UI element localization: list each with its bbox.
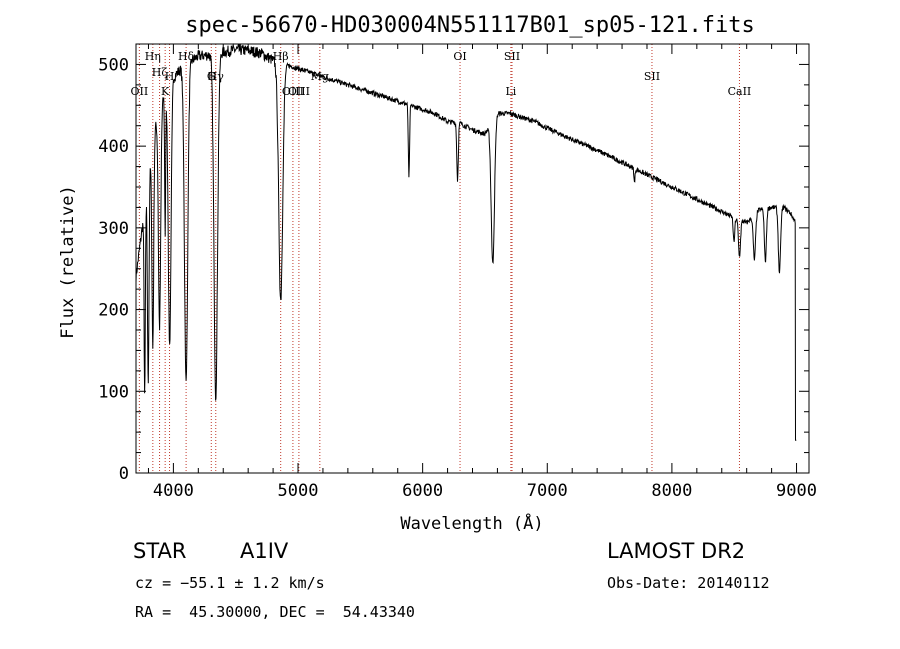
y-axis: 0 100 200 300 400 500 [98,55,809,484]
line-marker-label: CaII [728,85,752,98]
x-tick-label: 4000 [153,481,194,501]
obs-date: Obs-Date: 20140112 [607,574,770,592]
line-marker-label: OI [453,50,466,63]
line-marker-label: OIII [282,85,304,98]
line-marker-label: Hδ [178,50,195,63]
spectrum-chart: spec-56670-HD030004N551117B01_sp05-121.f… [58,13,817,534]
marker-lines-layer [138,44,740,473]
x-tick-label: 7000 [527,481,568,501]
coordinates: RA = 45.30000, DEC = 54.43340 [135,603,415,621]
line-marker-label: Hγ [208,70,225,83]
plot-frame [135,43,810,474]
y-tick-label: 100 [98,382,129,402]
object-type: STAR [133,539,187,563]
line-marker-label: G [207,70,216,83]
x-tick-label: 8000 [651,481,692,501]
line-marker-label: OII [131,85,149,98]
y-tick-label: 0 [119,464,129,484]
x-tick-label: 9000 [776,481,817,501]
y-tick-label: 500 [98,55,129,75]
y-tick-label: 200 [98,301,129,321]
line-marker-label: Hη [145,50,161,63]
line-marker-label: Hβ [273,50,289,63]
redshift-readout: cz = −55.1 ± 1.2 km/s [135,574,325,592]
chart-title: spec-56670-HD030004N551117B01_sp05-121.f… [185,13,755,38]
x-axis-label: Wavelength (Å) [400,512,543,534]
line-marker-label: SII [504,50,520,63]
line-marker-label: OIII [288,85,310,98]
x-axis: 4000 5000 6000 7000 8000 9000 [147,44,817,501]
spectrum-line [135,42,797,441]
x-tick-label: 5000 [278,481,319,501]
x-tick-label: 6000 [402,481,443,501]
line-marker-label: SII [644,70,660,83]
line-marker-label: Li [505,85,516,98]
line-marker-label: Mg [311,70,329,83]
line-marker-label: H [165,70,175,83]
line-marker-label: Hζ [152,66,168,79]
y-tick-label: 400 [98,137,129,157]
survey-name: LAMOST DR2 [607,539,746,563]
line-marker-label: K [161,85,170,98]
y-axis-label: Flux (relative) [58,185,78,339]
spectral-class: A1IV [240,539,289,563]
y-tick-label: 300 [98,219,129,239]
